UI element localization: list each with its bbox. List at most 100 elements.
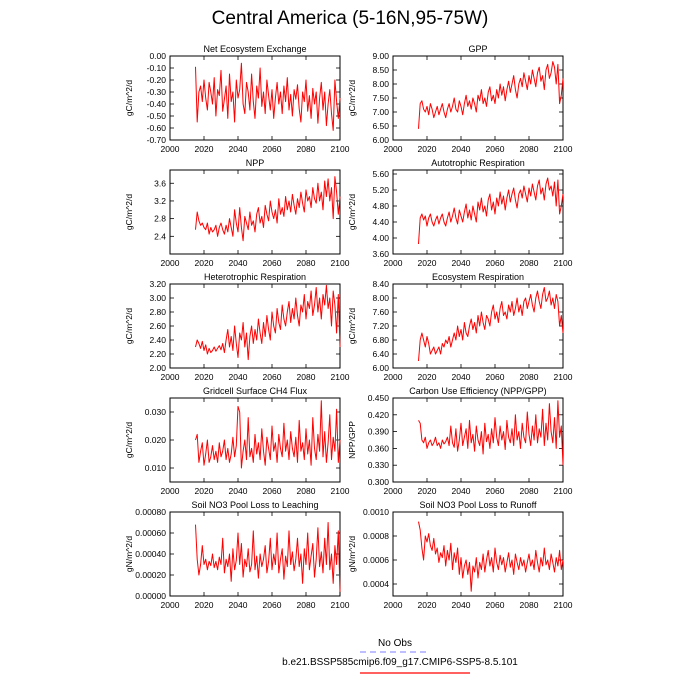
x-tick-label: 2040 (452, 600, 471, 610)
series-line (418, 61, 564, 129)
plot-frame (392, 397, 564, 483)
x-tick-label: 2060 (263, 600, 282, 610)
x-tick-label: 2080 (520, 600, 539, 610)
x-tick-label: 2100 (331, 258, 350, 268)
y-axis-label: gC/m^2/d (347, 194, 357, 230)
figure-title: Central America (5-16N,95-75W) (211, 8, 489, 29)
panel-title: Soil NO3 Pool Loss to Runoff (420, 500, 537, 510)
y-tick-label: 5.20 (372, 185, 389, 195)
y-axis-label: NPP/GPP (347, 421, 357, 459)
y-tick-label: 8.00 (372, 79, 389, 89)
y-tick-label: 6.00 (372, 135, 389, 145)
y-tick-label: 0.300 (368, 477, 390, 487)
y-tick-label: 0.00000 (135, 591, 166, 601)
y-tick-label: -0.30 (147, 87, 167, 97)
x-tick-label: 2000 (161, 258, 180, 268)
x-tick-label: 2000 (161, 600, 180, 610)
x-tick-label: 2020 (195, 600, 214, 610)
y-tick-label: 3.00 (149, 293, 166, 303)
plot-frame (169, 283, 341, 369)
series-line (418, 521, 564, 592)
x-tick-label: 2040 (229, 144, 248, 154)
y-tick-label: 8.40 (372, 279, 389, 289)
series-line (195, 176, 341, 242)
x-tick-label: 2080 (520, 486, 539, 496)
y-tick-label: 3.2 (154, 196, 166, 206)
series-line (418, 177, 564, 245)
y-tick-label: 4.40 (372, 217, 389, 227)
series-line (195, 522, 341, 592)
x-tick-label: 2100 (554, 486, 573, 496)
y-tick-label: 7.20 (372, 321, 389, 331)
y-tick-label: 3.6 (154, 178, 166, 188)
x-tick-label: 2100 (331, 144, 350, 154)
x-tick-label: 2000 (384, 258, 403, 268)
y-tick-label: 0.00020 (135, 570, 166, 580)
y-tick-label: 0.360 (368, 443, 390, 453)
panel-title: Gridcell Surface CH4 Flux (203, 386, 308, 396)
y-tick-label: 0.0008 (363, 531, 389, 541)
y-tick-label: 6.00 (372, 363, 389, 373)
y-tick-label: 2.00 (149, 363, 166, 373)
y-tick-label: 0.420 (368, 410, 390, 420)
y-tick-label: 3.20 (149, 279, 166, 289)
x-tick-label: 2100 (554, 258, 573, 268)
series-line (418, 400, 564, 466)
y-tick-label: 4.00 (372, 233, 389, 243)
y-tick-label: 0.390 (368, 427, 390, 437)
y-axis-label: gC/m^2/d (124, 80, 134, 116)
y-tick-label: 0.00 (149, 51, 166, 61)
y-tick-label: 0.00060 (135, 528, 166, 538)
x-tick-label: 2040 (229, 600, 248, 610)
y-tick-label: -0.50 (147, 111, 167, 121)
panel-7: Gridcell Surface CH4 Flux 2000 2020 2040 206… (124, 386, 350, 496)
series-line (195, 284, 341, 361)
y-tick-label: 5.60 (372, 169, 389, 179)
x-tick-label: 2080 (297, 144, 316, 154)
panel-title: Carbon Use Efficiency (NPP/GPP) (409, 386, 546, 396)
x-tick-label: 2040 (452, 372, 471, 382)
x-tick-label: 2080 (297, 600, 316, 610)
y-tick-label: -0.60 (147, 123, 167, 133)
plot-frame (392, 169, 564, 255)
y-tick-label: 6.50 (372, 121, 389, 131)
x-tick-label: 2020 (418, 486, 437, 496)
panel-5: Heterotrophic Respiration 2000 2020 2040 206… (124, 272, 350, 382)
y-tick-label: 2.4 (154, 231, 166, 241)
panel-9: Soil NO3 Pool Loss to Leaching 2000 2020 20… (124, 500, 350, 610)
x-tick-label: 2080 (297, 372, 316, 382)
x-tick-label: 2020 (195, 258, 214, 268)
panel-3: NPP 2000 2020 2040 2060 2080 2100 2.4 2.8 3.2 3.6 g… (124, 158, 350, 268)
y-tick-label: -0.20 (147, 75, 167, 85)
panel-title: Net Ecosystem Exchange (203, 44, 306, 54)
y-tick-label: 0.0010 (363, 507, 389, 517)
x-tick-label: 2020 (418, 600, 437, 610)
x-tick-label: 2060 (263, 486, 282, 496)
x-tick-label: 2000 (384, 372, 403, 382)
x-tick-label: 2060 (263, 144, 282, 154)
y-axis-label: gC/m^2/d (347, 308, 357, 344)
x-tick-label: 2060 (263, 372, 282, 382)
panel-title: Heterotrophic Respiration (204, 272, 306, 282)
y-tick-label: 0.030 (145, 407, 167, 417)
y-tick-label: 6.80 (372, 335, 389, 345)
legend-lines (360, 651, 470, 674)
panel-title: Ecosystem Respiration (432, 272, 524, 282)
panel-10: Soil NO3 Pool Loss to Runoff 2000 2020 2040… (347, 500, 573, 610)
x-tick-label: 2020 (418, 258, 437, 268)
x-tick-label: 2020 (418, 372, 437, 382)
x-tick-label: 2100 (331, 486, 350, 496)
y-tick-label: 2.20 (149, 349, 166, 359)
x-tick-label: 2040 (229, 372, 248, 382)
y-tick-label: 0.0004 (363, 579, 389, 589)
y-tick-label: -0.10 (147, 63, 167, 73)
x-tick-label: 2040 (452, 486, 471, 496)
y-tick-label: 0.450 (368, 393, 390, 403)
x-tick-label: 2020 (418, 144, 437, 154)
panel-4: Autotrophic Respiration 2000 2020 2040 2060 2… (347, 158, 573, 268)
y-tick-label: 0.020 (145, 435, 167, 445)
y-axis-label: gC/m^2/d (124, 194, 134, 230)
series-line (195, 62, 341, 131)
y-tick-label: 0.330 (368, 460, 390, 470)
y-tick-label: 8.50 (372, 65, 389, 75)
